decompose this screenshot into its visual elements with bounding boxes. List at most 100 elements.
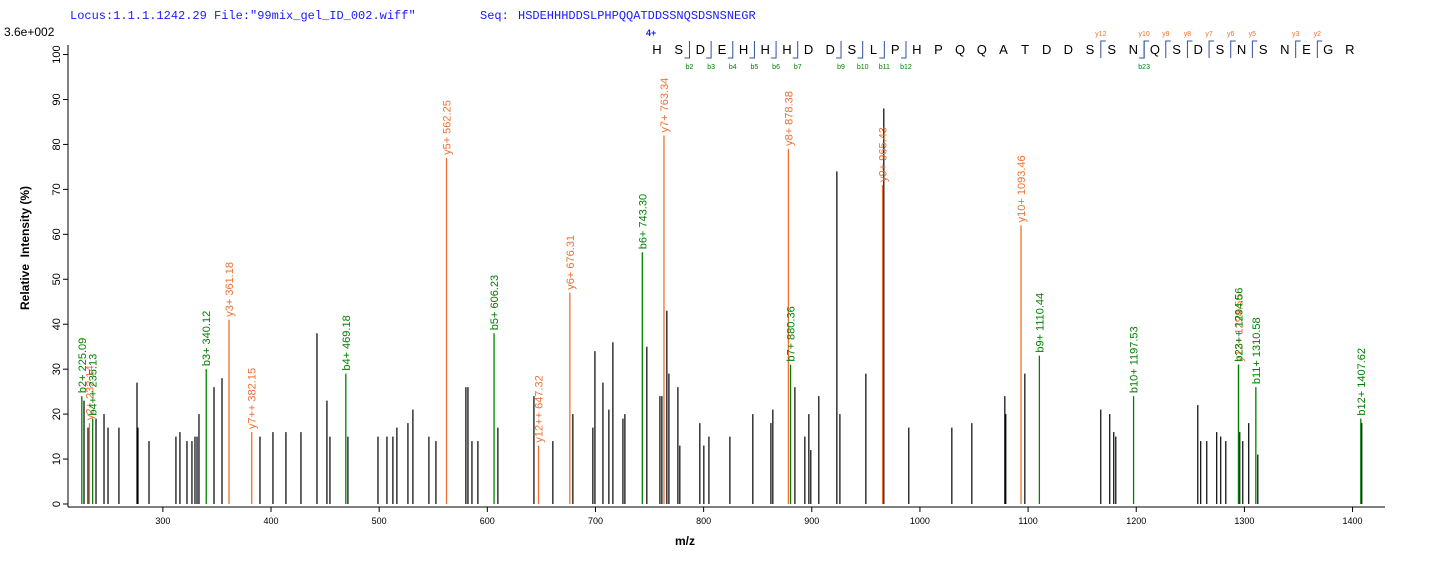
peak-label: b12+ 1407.62: [1356, 348, 1368, 416]
b-ion-label: b4: [729, 64, 737, 71]
residue: S: [1107, 42, 1116, 57]
y-tick-label: 20: [51, 408, 63, 420]
y-ion-label: y12: [1095, 31, 1106, 38]
b-ion-label: b9: [837, 64, 845, 71]
y-ion-tick: [1251, 40, 1258, 58]
residue: S: [848, 42, 857, 57]
b-ion-label: b6: [772, 64, 780, 71]
b-ion-label: b10: [857, 64, 869, 71]
peak-label: b4+ 469.18: [341, 315, 353, 370]
y-ion-label: y9: [1162, 31, 1170, 38]
b-ion-tick: [1139, 41, 1145, 59]
b-ion-tick: [749, 41, 755, 59]
residue: D: [1064, 42, 1073, 57]
residue: E: [718, 42, 727, 57]
peak-label: b9+ 1110.44: [1034, 293, 1046, 353]
x-tick-label: 1400: [1343, 516, 1363, 526]
residue: D: [696, 42, 705, 57]
peak-label: y8+ 878.38: [783, 91, 795, 146]
peak-label: y6+ 676.31: [565, 235, 577, 290]
y-ion-tick: [1295, 40, 1301, 58]
x-tick-label: 900: [804, 516, 819, 526]
y-tick-label: 50: [51, 273, 63, 285]
y-ion-label: y2: [1314, 31, 1322, 38]
residue: P: [934, 42, 943, 57]
peak-label: y9+ 965.43: [878, 127, 890, 182]
residue: D: [826, 42, 835, 57]
y-tick-label: 30: [51, 363, 63, 375]
peak-label: b3+ 340.12: [201, 311, 213, 366]
peak-label: y7++ 382.15: [247, 368, 259, 429]
residue: R: [1345, 42, 1354, 57]
b-ion-label: b12: [900, 64, 912, 71]
residue: G: [1323, 42, 1333, 57]
peak-label: y3+ 361.18: [224, 262, 236, 317]
residue: N: [1237, 42, 1246, 57]
peak-label: y2+ 232.14: [84, 365, 96, 420]
residue: D: [1042, 42, 1051, 57]
peak-label: b2+ 225.09: [77, 338, 89, 393]
residue: D: [1194, 42, 1203, 57]
residue: H: [912, 42, 921, 57]
y-ion-label: y5: [1249, 31, 1257, 38]
y-ion-label: y6: [1227, 31, 1235, 38]
locus-text: Locus:1.1.1.1242.29 File:"99mix_gel_ID_0…: [70, 9, 416, 23]
x-tick-label: 1100: [1018, 516, 1037, 526]
y-ion-tick: [1186, 40, 1193, 58]
y-ion-tick: [1165, 40, 1171, 58]
y-tick-label: 60: [51, 228, 63, 240]
peak-label: y12+ 1294.56: [1234, 295, 1246, 362]
residue: H: [739, 42, 748, 57]
b-ion-tick: [792, 41, 799, 59]
b-ion-tick: [771, 41, 777, 59]
x-tick-label: 1000: [910, 516, 930, 526]
y-axis-label: Relative Intensity (%): [18, 186, 32, 310]
residue: Q: [955, 42, 965, 57]
residue: S: [1259, 42, 1268, 57]
y-ion-label: y8: [1184, 31, 1192, 38]
y-ion-label: y3: [1292, 31, 1300, 38]
scale-label: 3.6e+002: [4, 25, 55, 39]
residue: Q: [977, 42, 987, 57]
x-tick-label: 1300: [1234, 516, 1254, 526]
peak-label: y12++ 647.32: [533, 375, 545, 442]
y-ion-tick: [1208, 40, 1215, 58]
x-tick-label: 800: [696, 516, 711, 526]
peak-label: b5+ 606.23: [489, 275, 501, 330]
residue: S: [1216, 42, 1225, 57]
x-tick-label: 300: [155, 516, 170, 526]
peak-label: b11+ 1310.58: [1251, 317, 1263, 384]
y-tick-label: 10: [51, 453, 63, 465]
b-ion-label: b2: [686, 64, 694, 71]
x-tick-label: 600: [480, 516, 495, 526]
residue: E: [1302, 42, 1311, 57]
y-ion-tick: [1316, 40, 1323, 58]
peak-label: y5+ 562.25: [441, 100, 453, 155]
residue: H: [761, 42, 770, 57]
residue: A: [999, 42, 1008, 57]
b-ion-tick: [836, 41, 842, 59]
y-tick-label: 40: [51, 318, 63, 330]
x-axis-label: m/z: [675, 534, 695, 548]
residue: S: [674, 42, 683, 57]
residue: T: [1021, 42, 1029, 57]
b-ion-tick: [684, 41, 690, 59]
b-ion-tick: [727, 41, 734, 59]
peak-label: b7+ 880.36: [786, 306, 798, 361]
b-ion-label: b5: [751, 64, 759, 71]
b-ion-label: b23: [1138, 64, 1150, 71]
residue: P: [891, 42, 900, 57]
residue: N: [1280, 42, 1289, 57]
y-tick-label: 100: [51, 45, 63, 63]
y-ion-tick: [1100, 40, 1106, 58]
peak-label: b23++ 1294.56: [1234, 288, 1246, 362]
peak-label: b6+ 743.30: [637, 194, 649, 249]
residue: Q: [1150, 42, 1160, 57]
charge-label: 4+: [646, 28, 656, 38]
sequence-text: HSDEHHHDDSLPHPQQATDDSSNQSDSNSNEGR: [518, 9, 756, 23]
residue: S: [1172, 42, 1181, 57]
y-tick-label: 70: [51, 183, 63, 195]
b-ion-tick: [879, 41, 885, 59]
